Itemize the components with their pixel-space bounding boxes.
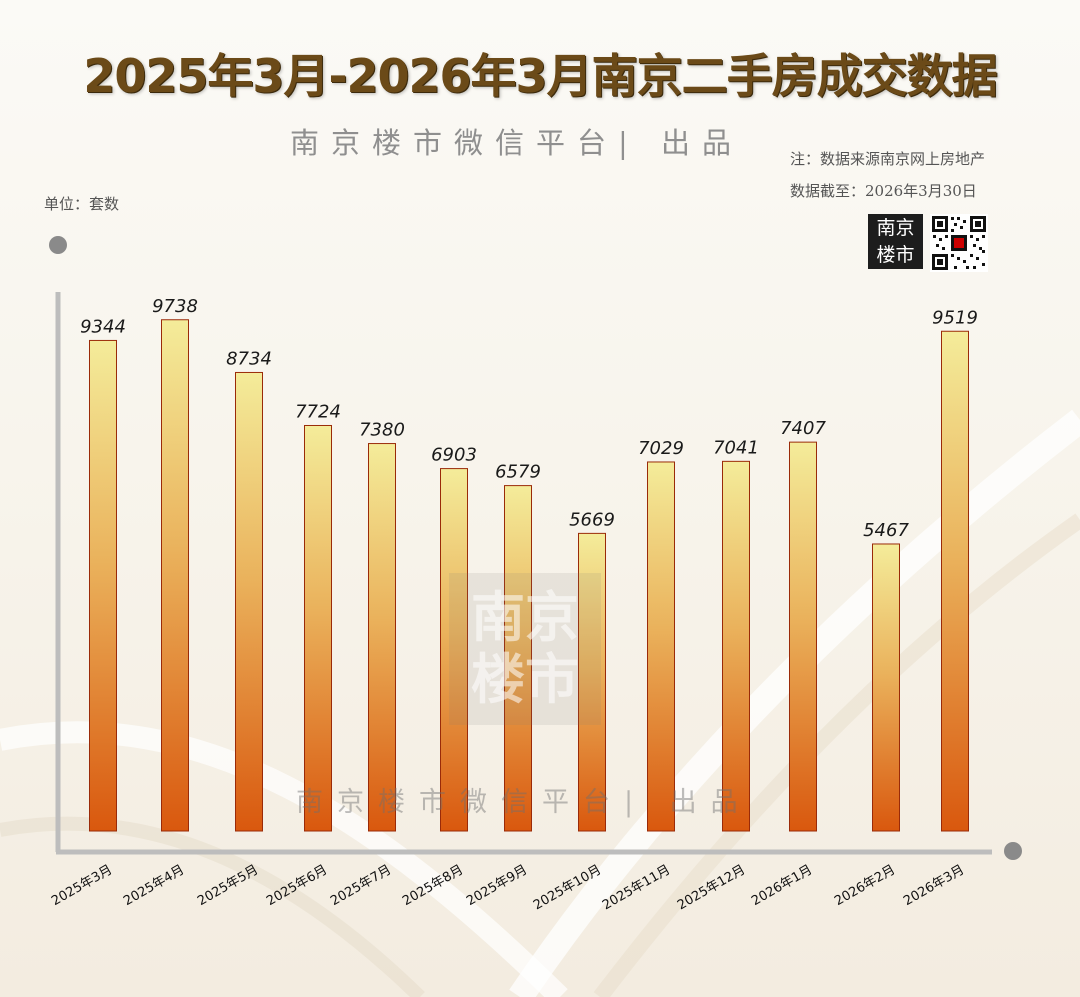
brand-logo: 南京 楼市 xyxy=(868,214,923,269)
data-label-5: 7380 xyxy=(359,420,405,441)
data-label-13: 9519 xyxy=(932,307,978,328)
axis-end-dot xyxy=(1004,842,1022,860)
bar-8 xyxy=(578,532,606,832)
bar-3 xyxy=(235,371,263,832)
bar-6 xyxy=(440,468,468,832)
data-label-12: 5467 xyxy=(863,520,909,541)
bottom-watermark-text: 南京楼市微信平台| 出品 xyxy=(296,787,752,818)
chart-title: 2025年3月-2026年3月南京二手房成交数据 xyxy=(83,49,997,103)
data-label-1: 9344 xyxy=(80,316,126,337)
bar-1 xyxy=(89,339,117,832)
data-label-7: 6579 xyxy=(495,462,541,483)
data-label-6: 6903 xyxy=(431,445,477,466)
x-tick-label-4: 2025年6月 xyxy=(264,862,330,909)
bar-12 xyxy=(872,543,900,832)
unit-label: 单位：套数 xyxy=(44,195,120,213)
data-label-11: 7407 xyxy=(780,418,826,439)
bar-13 xyxy=(941,330,969,832)
data-label-2: 9738 xyxy=(152,296,198,317)
data-label-8: 5669 xyxy=(569,509,615,530)
axis-top-dot xyxy=(49,236,67,254)
x-tick-label-11: 2026年1月 xyxy=(749,862,815,909)
watermark-line1: 南京 xyxy=(471,586,579,649)
data-label-9: 7029 xyxy=(638,438,684,459)
bar-7 xyxy=(504,485,532,832)
x-tick-label-10: 2025年12月 xyxy=(675,862,748,913)
bar-4 xyxy=(304,424,332,832)
bar-5 xyxy=(368,443,396,832)
qr-code-icon xyxy=(930,214,988,272)
x-tick-label-12: 2026年2月 xyxy=(832,862,898,909)
bar-10 xyxy=(722,460,750,832)
x-tick-label-5: 2025年7月 xyxy=(328,862,394,909)
x-tick-label-1: 2025年3月 xyxy=(49,862,115,909)
x-tick-label-13: 2026年3月 xyxy=(901,862,967,909)
logo-text-line2: 楼市 xyxy=(876,244,915,267)
data-label-10: 7041 xyxy=(713,437,759,458)
chart-subtitle: 南京楼市微信平台| 出品 xyxy=(290,126,743,160)
x-tick-label-3: 2025年5月 xyxy=(195,862,261,909)
watermark-line2: 楼市 xyxy=(471,648,579,711)
data-label-4: 7724 xyxy=(295,401,341,422)
x-tick-label-6: 2025年8月 xyxy=(400,862,466,909)
date-note: 数据截至：2026年3月30日 xyxy=(790,182,977,200)
x-tick-label-7: 2025年9月 xyxy=(464,862,530,909)
x-tick-label-8: 2025年10月 xyxy=(531,862,604,913)
bar-11 xyxy=(789,441,817,832)
data-label-3: 8734 xyxy=(226,348,272,369)
x-tick-label-2: 2025年4月 xyxy=(121,862,187,909)
x-tick-label-9: 2025年11月 xyxy=(600,862,673,913)
source-note: 注：数据来源南京网上房地产 xyxy=(790,150,986,168)
center-watermark: 南京 楼市 xyxy=(449,573,601,725)
bar-9 xyxy=(647,461,675,832)
bar-2 xyxy=(161,319,189,832)
logo-text-line1: 南京 xyxy=(876,216,915,239)
